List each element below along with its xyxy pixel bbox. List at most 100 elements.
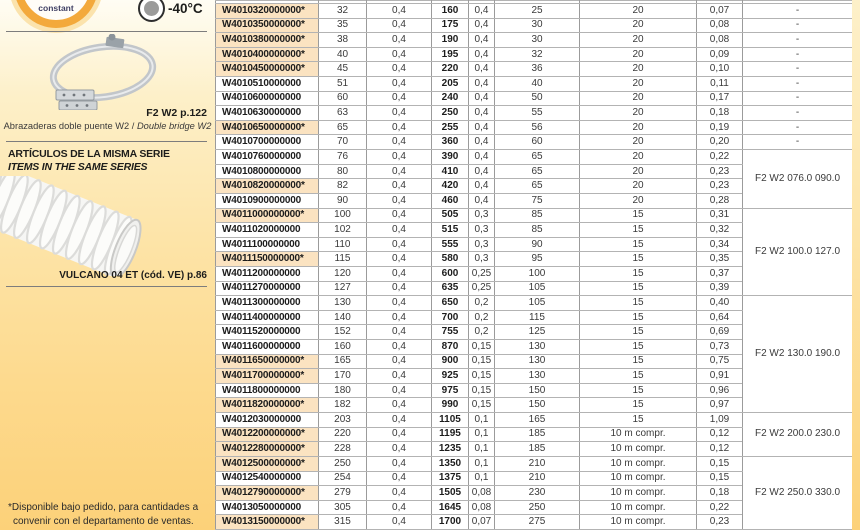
clamp-ref-cell: F2 W2 100.0 127.0 — [742, 207, 853, 297]
value-cell: 0,40 — [696, 295, 743, 311]
clamp-ref-cell: F2 W2 076.0 090.0 — [742, 149, 853, 209]
value-cell: 0,4 — [366, 499, 432, 516]
value-cell: 125 — [494, 324, 580, 341]
value-cell: 0,15 — [468, 339, 495, 355]
value-cell: 0,08 — [468, 499, 495, 516]
value-cell: 182 — [318, 397, 367, 414]
value-cell: 30 — [494, 17, 580, 34]
value-cell: 0,4 — [366, 163, 432, 180]
value-cell: 410 — [431, 163, 469, 180]
value-cell: 0,25 — [468, 265, 495, 282]
value-cell: 315 — [318, 514, 367, 530]
value-cell: 205 — [431, 76, 469, 92]
value-cell: 15 — [579, 222, 697, 238]
table-row: W4011150000000* 115 0,4 580 0,3 95 15 0,35 — [215, 251, 853, 267]
catalog-table-body: W4010320000000* 32 0,4 160 0,4 25 20 0,07- W4010… — [215, 0, 853, 530]
table-row: W4011300000000 130 0,4 650 0,2 105 15 0,40 F2 W2… — [215, 295, 853, 414]
part-number-cell: W4012540000000 — [215, 470, 319, 487]
value-cell: 15 — [579, 236, 697, 253]
value-cell: 0,1 — [468, 441, 495, 457]
table-row: W4010600000000 60 0,4 240 0,4 50 20 0,17- — [215, 90, 853, 107]
value-cell: 0,1 — [468, 412, 495, 428]
value-cell: 65 — [318, 119, 367, 136]
value-cell: 0,4 — [366, 61, 432, 78]
part-number-cell: W4011400000000 — [215, 309, 319, 326]
value-cell: 20 — [579, 32, 697, 48]
value-cell: 0,4 — [468, 46, 495, 63]
value-cell: 0,19 — [696, 119, 743, 136]
value-cell: 160 — [431, 3, 469, 19]
value-cell: 0,32 — [696, 222, 743, 238]
value-cell: 55 — [494, 105, 580, 121]
value-cell: 0,12 — [696, 426, 743, 443]
value-cell: 0,28 — [696, 192, 743, 209]
constant-seal-label: constant — [38, 3, 74, 13]
table-row: W4012030000000 203 0,4 1105 0,1 165 15 1,09 F2 W… — [215, 412, 853, 457]
value-cell: 0,07 — [696, 3, 743, 19]
value-cell: 20 — [579, 61, 697, 78]
value-cell: 0,4 — [366, 470, 432, 487]
value-cell: 0,4 — [366, 236, 432, 253]
clamp-ref-cell: - — [742, 119, 853, 136]
table-row: W4012200000000* 220 0,4 1195 0,1 185 10 m comp… — [215, 426, 853, 443]
value-cell: 115 — [494, 309, 580, 326]
table-row: W4011020000000 102 0,4 515 0,3 85 15 0,32 — [215, 222, 853, 238]
clamp-plates — [55, 89, 98, 110]
value-cell: 15 — [579, 339, 697, 355]
value-cell: 25 — [494, 3, 580, 19]
value-cell: 1105 — [431, 412, 469, 428]
table-row: W4010400000000* 40 0,4 195 0,4 32 20 0,09- — [215, 46, 853, 63]
value-cell: 32 — [494, 46, 580, 63]
value-cell: 203 — [318, 412, 367, 428]
value-cell: 20 — [579, 149, 697, 165]
value-cell: 390 — [431, 149, 469, 165]
value-cell: 305 — [318, 499, 367, 516]
clamp-ref-cell: - — [742, 61, 853, 78]
value-cell: 10 m compr. — [579, 499, 697, 516]
value-cell: 254 — [318, 470, 367, 487]
spec-table-container: W4010320000000* 32 0,4 160 0,4 25 20 0,07- W4010… — [215, 0, 853, 530]
value-cell: 65 — [494, 149, 580, 165]
value-cell: 15 — [579, 353, 697, 370]
value-cell: 220 — [318, 426, 367, 443]
part-number-cell: W4010510000000 — [215, 76, 319, 92]
value-cell: 60 — [494, 134, 580, 151]
low-temperature-icon — [138, 0, 165, 22]
value-cell: 700 — [431, 309, 469, 326]
value-cell: 20 — [579, 119, 697, 136]
value-cell: 0,08 — [696, 17, 743, 34]
value-cell: 40 — [318, 46, 367, 63]
clamp-photo — [49, 34, 157, 110]
value-cell: 0,4 — [366, 514, 432, 530]
value-cell: 1505 — [431, 485, 469, 501]
value-cell: 0,37 — [696, 265, 743, 282]
value-cell: 100 — [494, 265, 580, 282]
table-row: W4010380000000* 38 0,4 190 0,4 30 20 0,08- — [215, 32, 853, 48]
value-cell: 45 — [318, 61, 367, 78]
value-cell: 180 — [318, 382, 367, 399]
value-cell: 0,4 — [366, 309, 432, 326]
value-cell: 165 — [494, 412, 580, 428]
value-cell: 50 — [494, 90, 580, 107]
value-cell: 105 — [494, 280, 580, 297]
value-cell: 0,4 — [366, 265, 432, 282]
value-cell: 130 — [318, 295, 367, 311]
value-cell: 75 — [494, 192, 580, 209]
clamp-caption-es: Abrazaderas doble puente W2 / — [3, 121, 137, 131]
value-cell: 65 — [494, 163, 580, 180]
part-number-cell: W4011520000000 — [215, 324, 319, 341]
value-cell: 0,4 — [366, 134, 432, 151]
divider — [6, 286, 207, 287]
value-cell: 0,39 — [696, 280, 743, 297]
value-cell: 95 — [494, 251, 580, 267]
value-cell: 0,15 — [696, 470, 743, 487]
value-cell: 0,4 — [366, 426, 432, 443]
value-cell: 0,4 — [366, 412, 432, 428]
value-cell: 0,91 — [696, 368, 743, 384]
value-cell: 1,09 — [696, 412, 743, 428]
value-cell: 150 — [494, 397, 580, 414]
clamp-ref-cell: - — [742, 90, 853, 107]
value-cell: 1700 — [431, 514, 469, 530]
value-cell: 0,73 — [696, 339, 743, 355]
value-cell: 255 — [431, 119, 469, 136]
